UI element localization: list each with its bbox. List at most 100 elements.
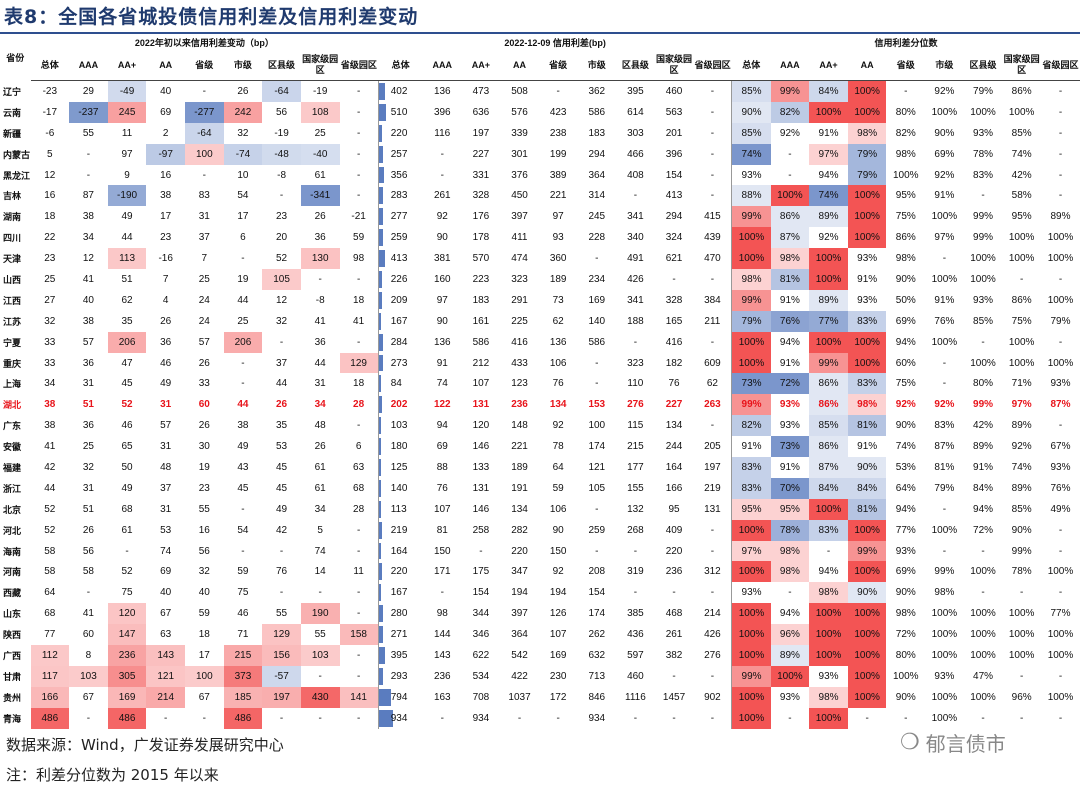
change-cell: -	[241, 378, 245, 390]
table-row: 新疆 -6 55 11 2 -64 32 -19 25 - 220 116 197 339 238 183 30…	[0, 122, 1080, 144]
spread-total-value: 280	[390, 608, 408, 620]
spread-total-value: 271	[390, 629, 408, 641]
spread-total-value: 402	[390, 85, 408, 97]
percentile-cell: 69%	[895, 315, 916, 327]
change-cell: 45	[121, 378, 133, 390]
spread-cell: 362	[588, 85, 606, 97]
spread-cell: 136	[549, 336, 567, 348]
spread-bar	[379, 479, 381, 497]
change-cell: 156	[262, 645, 301, 666]
spread-cell: 244	[665, 441, 683, 453]
percentile-cell: 90%	[731, 101, 771, 123]
change-cell: 40	[198, 587, 210, 599]
change-cell: 49	[121, 211, 133, 223]
change-cell: 45	[276, 461, 288, 473]
percentile-cell: -	[1019, 273, 1024, 285]
spread-cell: 215	[627, 441, 644, 453]
change-cell: -	[241, 357, 245, 369]
change-cell: 206	[107, 331, 147, 353]
table-row: 山东 68 41 120 67 59 46 55 190 - 280 98 344 397 126 174 38…	[0, 603, 1080, 625]
spread-cell: 433	[511, 357, 528, 369]
spread-total-value: 283	[390, 190, 408, 202]
spread-cell: 324	[665, 232, 683, 244]
percentile-cell: 50%	[895, 294, 916, 306]
percentile-cell: 100%	[1008, 649, 1035, 661]
spread-cell: 586	[472, 336, 490, 348]
spread-cell: 201	[665, 127, 683, 139]
spread-cell: 123	[511, 378, 528, 390]
spread-cell: 902	[704, 691, 721, 703]
percentile-cell: 98%	[770, 561, 810, 583]
spread-cell: 122	[433, 399, 451, 411]
spread-cell: 491	[627, 253, 644, 265]
percentile-cell: 82%	[731, 415, 771, 437]
spread-cell: 396	[665, 148, 683, 160]
spread-bar	[379, 667, 384, 685]
change-cell: 56	[82, 545, 94, 557]
change-cell: 34	[314, 503, 326, 515]
change-cell: 67	[160, 608, 172, 620]
change-cell: 35	[121, 315, 133, 327]
percentile-cell: 100%	[847, 227, 887, 249]
percentile-cell: 79%	[847, 164, 887, 186]
percentile-cell: 100%	[731, 707, 771, 729]
percentile-cell: 86%	[1011, 85, 1032, 97]
spread-cell: 534	[472, 670, 490, 682]
spread-cell: 115	[627, 420, 644, 432]
spread-cell: 136	[433, 336, 451, 348]
percentile-cell: -	[1058, 106, 1063, 118]
change-cell: 12	[82, 253, 94, 265]
spread-cell: 416	[665, 336, 683, 348]
change-cell: 236	[107, 645, 147, 666]
change-cell: -97	[146, 143, 185, 165]
percentile-cell: 94%	[895, 503, 916, 515]
change-cell: 41	[82, 608, 94, 620]
percentile-cell: -	[981, 545, 985, 557]
percentile-cell: 85%	[1011, 127, 1032, 139]
percentile-cell: 100%	[847, 645, 887, 666]
spread-cell: 155	[627, 482, 644, 494]
percentile-cell: -	[1058, 336, 1063, 348]
spread-total-cell: 280	[377, 603, 423, 625]
change-cell: -17	[42, 106, 58, 118]
change-cell: 51	[82, 399, 94, 411]
percentile-cell: 75%	[895, 211, 916, 223]
percentile-cell: 96%	[770, 624, 810, 646]
spread-bar	[379, 103, 387, 121]
spread-cell: 62	[706, 378, 718, 390]
percentile-cell: 100%	[731, 248, 771, 270]
spread-cell: 934	[588, 712, 606, 724]
spread-total-value: 113	[390, 503, 407, 515]
spread-cell: 408	[627, 169, 644, 181]
table-row: 河南 58 58 52 69 32 59 76 14 11 220 171 175 347 92 208 319…	[0, 561, 1080, 583]
change-cell: 16	[44, 190, 56, 202]
spread-cell: 188	[627, 315, 644, 327]
spread-cell: 150	[549, 545, 567, 557]
percentile-cell: 94%	[895, 336, 916, 348]
percentile-cell: 100%	[970, 357, 996, 369]
change-cell: 36	[160, 336, 172, 348]
province-cell: 江苏	[3, 316, 22, 327]
percentile-cell: 91%	[934, 294, 955, 306]
province-cell: 吉林	[3, 191, 22, 202]
percentile-cell: 100%	[931, 336, 958, 348]
change-cell: 190	[300, 603, 340, 625]
spread-cell: 385	[627, 608, 644, 620]
spread-cell: 708	[472, 691, 490, 703]
province-cell: 青海	[3, 713, 22, 724]
change-cell: -	[86, 148, 91, 160]
percentile-cell: 97%	[1011, 399, 1032, 411]
spread-total-value: 220	[390, 127, 408, 139]
percentile-cell: 100%	[847, 352, 887, 374]
percentile-cell: -	[1058, 670, 1063, 682]
sub-header: 国家级园区	[654, 50, 694, 81]
change-cell: -8	[277, 169, 287, 181]
percentile-cell: 100%	[809, 603, 848, 625]
percentile-cell: 93%	[973, 127, 994, 139]
spread-cell: 382	[665, 649, 683, 661]
spread-cell: 211	[704, 315, 721, 327]
spread-cell: 230	[549, 670, 567, 682]
spread-cell: 153	[588, 399, 606, 411]
change-cell: 57	[198, 336, 210, 348]
percentile-cell: 100%	[931, 524, 958, 536]
